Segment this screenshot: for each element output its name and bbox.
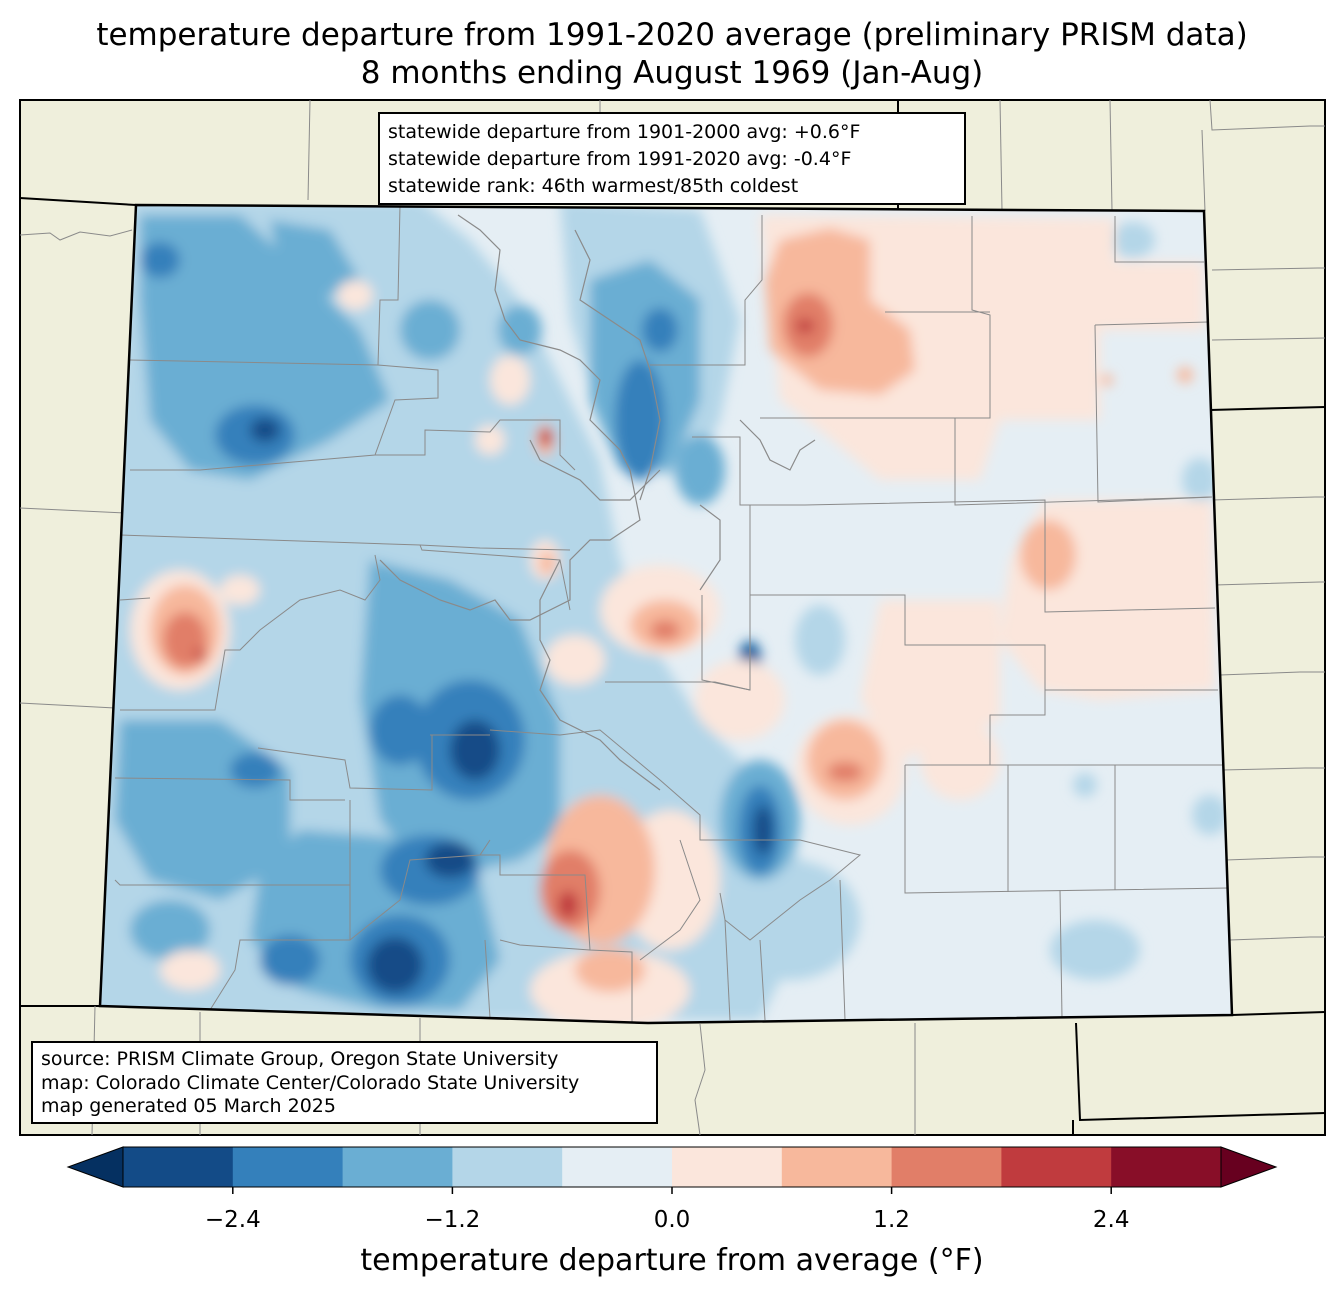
county-lines bbox=[114, 205, 1231, 1022]
colorbar-under-extension bbox=[66, 1146, 124, 1188]
colorbar-segment bbox=[1001, 1147, 1112, 1187]
title-line-1: temperature departure from 1991-2020 ave… bbox=[96, 17, 1248, 53]
colorbar-segment bbox=[1111, 1147, 1222, 1187]
colorbar bbox=[66, 1146, 1278, 1194]
source-line-3: map generated 05 March 2025 bbox=[41, 1095, 336, 1117]
colorbar-tick-label: −1.2 bbox=[424, 1207, 481, 1233]
colorbar-label: temperature departure from average (°F) bbox=[360, 1243, 984, 1278]
state-outline bbox=[98, 203, 1234, 1025]
temperature-field bbox=[100, 205, 1232, 1023]
colorbar-segment bbox=[562, 1147, 673, 1187]
colorbar-segment bbox=[232, 1147, 344, 1187]
stats-line-2: statewide departure from 1991-2020 avg: … bbox=[388, 148, 852, 170]
statewide-stats-box: statewide departure from 1901-2000 avg: … bbox=[378, 112, 966, 205]
title-line-2: 8 months ending August 1969 (Jan-Aug) bbox=[360, 55, 984, 91]
colorbar-segment bbox=[672, 1147, 783, 1187]
colorbar-segment bbox=[342, 1147, 453, 1187]
colorbar-segment bbox=[891, 1147, 1002, 1187]
stats-line-1: statewide departure from 1901-2000 avg: … bbox=[388, 121, 861, 143]
colorbar-tick-label: −2.4 bbox=[204, 1207, 261, 1233]
colorbar-segment bbox=[781, 1147, 893, 1187]
colorbar-segment bbox=[452, 1147, 563, 1187]
colorbar-segment bbox=[123, 1147, 234, 1187]
source-line-2: map: Colorado Climate Center/Colorado St… bbox=[41, 1071, 580, 1094]
colorbar-tick-label: 0.0 bbox=[653, 1207, 691, 1233]
source-line-1: source: PRISM Climate Group, Oregon Stat… bbox=[41, 1048, 559, 1070]
divide-lines bbox=[379, 214, 816, 791]
colorbar-tick-label: 2.4 bbox=[1092, 1207, 1130, 1233]
colorbar-over-extension bbox=[1220, 1146, 1278, 1188]
colorbar-tick-label: 1.2 bbox=[873, 1207, 910, 1233]
stats-line-3: statewide rank: 46th warmest/85th coldes… bbox=[388, 175, 799, 197]
source-credit-box: source: PRISM Climate Group, Oregon Stat… bbox=[31, 1041, 658, 1124]
